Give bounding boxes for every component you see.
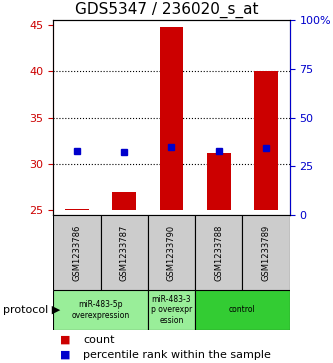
Text: count: count (83, 335, 115, 345)
Bar (65, 208, 89, 210)
Text: percentile rank within the sample: percentile rank within the sample (83, 350, 271, 360)
Text: GSM1233786: GSM1233786 (72, 224, 82, 281)
Text: GSM1233790: GSM1233790 (167, 224, 176, 281)
Text: GSM1233789: GSM1233789 (261, 224, 271, 281)
Text: control: control (229, 306, 256, 314)
Bar (242, 215, 290, 290)
Bar (113, 192, 136, 210)
Bar (148, 290, 195, 330)
Bar (101, 215, 148, 290)
Text: protocol ▶: protocol ▶ (3, 305, 61, 315)
Text: GSM1233787: GSM1233787 (120, 224, 129, 281)
Text: GDS5347 / 236020_s_at: GDS5347 / 236020_s_at (75, 2, 258, 18)
Bar (148, 215, 195, 290)
Bar (53, 215, 101, 290)
Text: GSM1233788: GSM1233788 (214, 224, 223, 281)
Bar (53, 290, 148, 330)
Bar (195, 215, 242, 290)
Bar (254, 71, 278, 210)
Text: ■: ■ (60, 335, 71, 345)
Text: ■: ■ (60, 350, 71, 360)
Bar (207, 153, 230, 210)
Bar (160, 28, 183, 210)
Text: miR-483-5p
overexpression: miR-483-5p overexpression (72, 300, 130, 320)
Bar (195, 290, 290, 330)
Text: miR-483-3
p overexpr
ession: miR-483-3 p overexpr ession (151, 295, 192, 325)
